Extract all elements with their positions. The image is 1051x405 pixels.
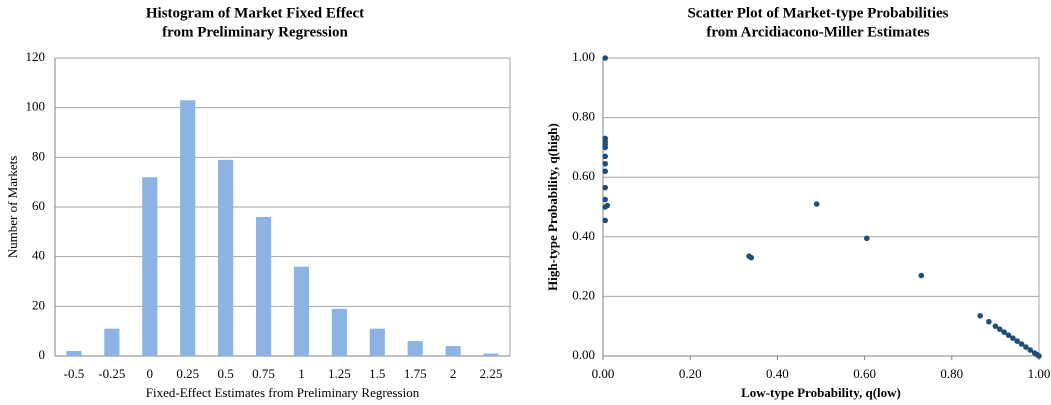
y-tick-label: 80 [32,148,45,163]
bar [104,328,120,356]
bar [255,216,272,356]
point [996,326,1003,332]
y-axis-label: Number of Markets [5,156,20,259]
y-tick-label: 0.20 [572,287,595,302]
point [1005,332,1012,338]
bar [293,266,310,356]
bar [331,308,347,356]
chart-title: Scatter Plot of Market-type Probabilitie… [687,5,948,21]
x-tick-label: -0.25 [98,366,125,381]
x-tick-label: 2.25 [480,366,503,381]
bar [483,353,499,356]
x-tick-label: 1.25 [328,366,351,381]
point [602,144,608,151]
point [1014,338,1020,344]
x-tick-label: 1.75 [404,366,427,381]
point [602,160,608,167]
bar [369,328,385,356]
y-axis-label: High-type Probability, q(high) [545,123,560,291]
chart-title: from Arcidiacono-Miller Estimates [706,24,929,40]
chart-title: Histogram of Market Fixed Effect [146,5,364,21]
x-tick-label: 0.60 [853,366,876,381]
point [986,318,992,325]
x-tick-label: -0.5 [64,366,85,381]
x-axis-label: Fixed-Effect Estimates from Preliminary … [146,385,420,400]
y-tick-label: 100 [26,99,46,114]
bar [66,351,82,356]
x-tick-label: 0.75 [252,366,275,381]
point [748,254,755,261]
x-tick-label: 1 [298,366,305,381]
chart-title: from Preliminary Regression [162,24,348,40]
bar [180,100,196,356]
y-tick-label: 0.40 [572,228,595,243]
point [602,153,608,160]
point [813,201,820,207]
x-tick-label: 2 [450,366,457,381]
point [1027,347,1034,353]
bar [142,177,158,356]
x-tick-label: 0 [147,366,154,381]
point [602,204,608,210]
point [1036,353,1042,359]
point [1001,329,1007,335]
x-tick-label: 0.00 [592,366,615,381]
x-tick-label: 1.5 [369,366,385,381]
point [977,312,983,319]
point [1010,335,1016,341]
bar [218,159,234,356]
point [602,196,608,203]
x-tick-label: 0.80 [940,366,963,381]
y-tick-label: 40 [32,248,45,263]
x-tick-label: 0.40 [766,366,789,381]
x-tick-label: 0.20 [679,366,702,381]
bar [407,341,423,356]
x-tick-label: 1.00 [1028,366,1051,381]
y-tick-label: 1.00 [572,49,595,64]
point [602,184,608,191]
point [602,217,608,224]
point [602,168,608,175]
y-tick-label: 0.00 [572,347,595,362]
y-tick-label: 120 [26,49,46,64]
y-tick-label: 0.60 [572,168,595,183]
point [863,235,870,242]
point [1023,344,1029,350]
y-tick-label: 20 [32,297,45,312]
point [992,323,999,330]
x-tick-label: 0.5 [218,366,234,381]
x-axis-label: Low-type Probability, q(low) [741,385,901,400]
y-tick-label: 0 [39,347,46,362]
point [602,55,608,61]
y-tick-label: 0.80 [572,109,595,124]
point [918,272,925,279]
bar [445,346,461,356]
x-tick-label: 0.25 [176,366,199,381]
point [1018,341,1025,347]
y-tick-label: 60 [32,198,45,213]
